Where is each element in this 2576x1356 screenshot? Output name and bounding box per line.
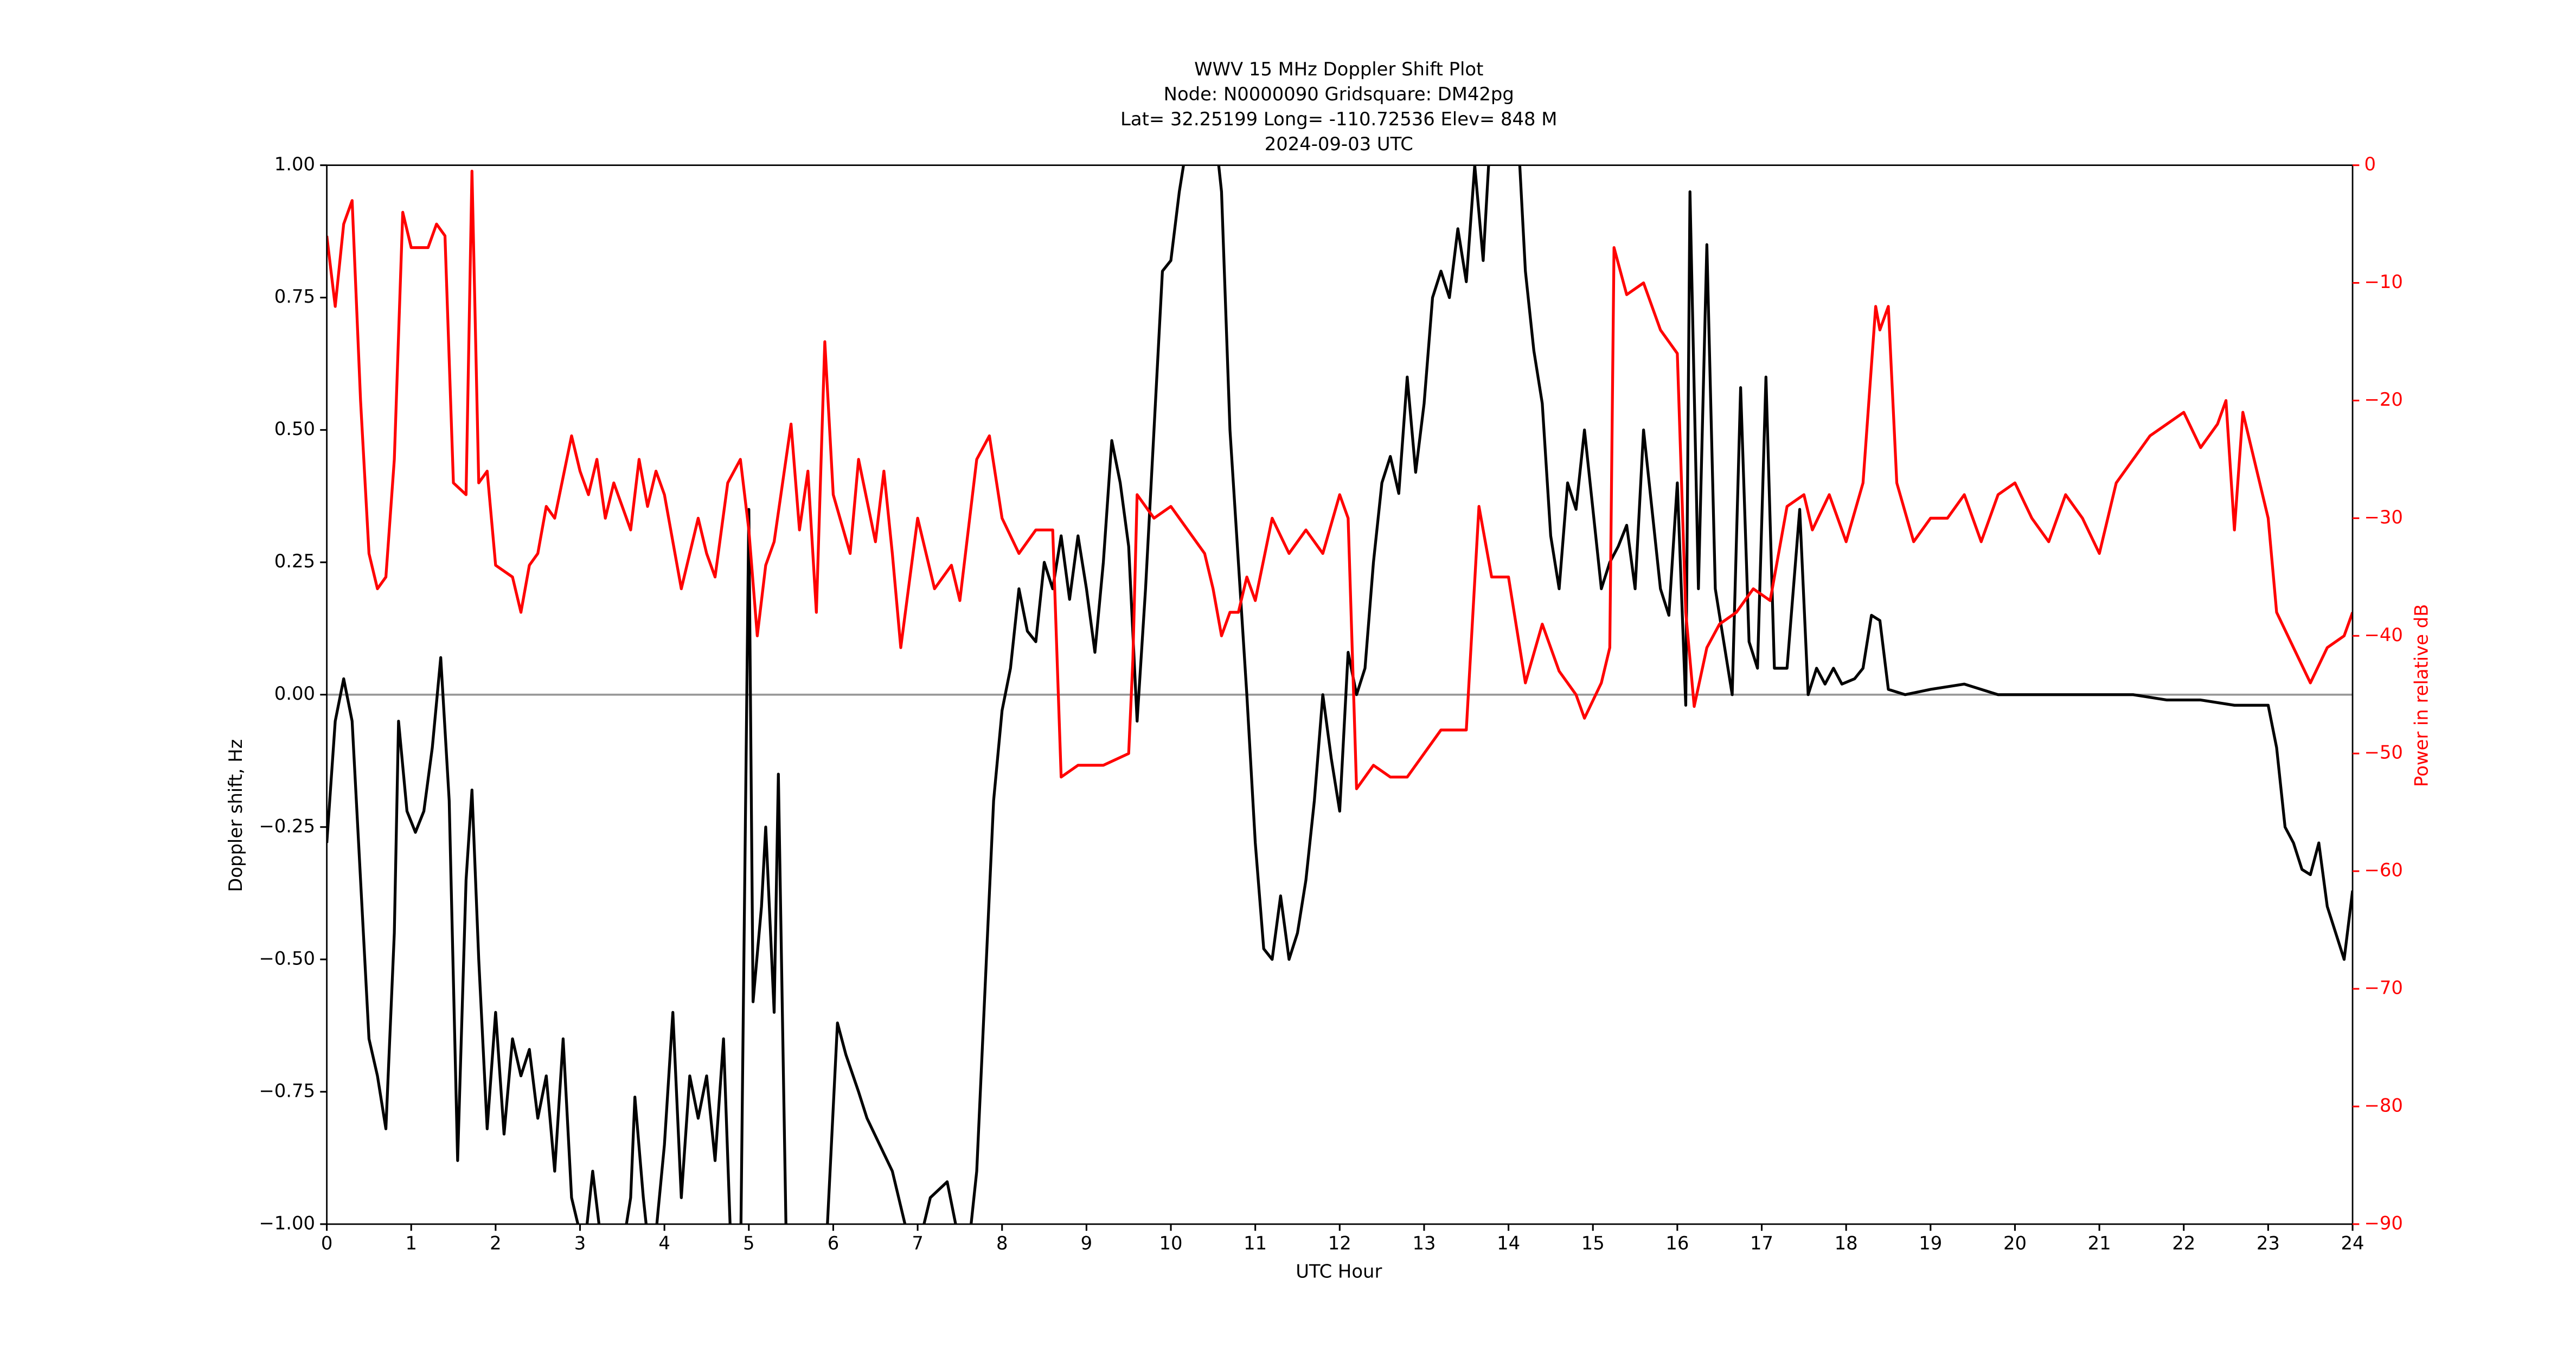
- x-tick-label: 21: [2088, 1232, 2111, 1253]
- y-tick-label: 0.75: [274, 286, 315, 307]
- x-tick-label: 15: [1581, 1232, 1605, 1253]
- x-tick-label: 14: [1497, 1232, 1520, 1253]
- y2-tick-label: −90: [2364, 1212, 2403, 1233]
- chart-title: 2024-09-03 UTC: [1265, 133, 1413, 155]
- y2-axis-label: Power in relative dB: [2411, 604, 2432, 787]
- y-axis-label: Doppler shift, Hz: [225, 739, 246, 892]
- x-tick-label: 17: [1750, 1232, 1773, 1253]
- y-tick-label: 0.25: [274, 551, 315, 572]
- y2-tick-label: −30: [2364, 507, 2403, 528]
- y2-tick-label: −20: [2364, 389, 2403, 410]
- series-line: [326, 165, 2353, 1224]
- x-tick-label: 8: [996, 1232, 1008, 1253]
- x-tick-label: 6: [828, 1232, 840, 1253]
- y2-tick-label: −80: [2364, 1095, 2403, 1116]
- x-tick-label: 22: [2172, 1232, 2195, 1253]
- chart-title: WWV 15 MHz Doppler Shift Plot: [1194, 59, 1483, 80]
- x-axis-label: UTC Hour: [1296, 1261, 1382, 1282]
- x-tick-label: 5: [743, 1232, 755, 1253]
- y2-tick-label: −10: [2364, 271, 2403, 292]
- y2-tick-label: −70: [2364, 977, 2403, 999]
- y2-tick-label: −60: [2364, 860, 2403, 881]
- y-tick-label: 0.00: [274, 683, 315, 704]
- x-tick-label: 4: [658, 1232, 670, 1253]
- y2-tick-label: 0: [2364, 153, 2376, 175]
- y-tick-label: 1.00: [274, 153, 315, 175]
- x-tick-label: 11: [1244, 1232, 1267, 1253]
- x-tick-label: 23: [2257, 1232, 2280, 1253]
- x-tick-label: 9: [1081, 1232, 1093, 1253]
- chart-title: Lat= 32.25199 Long= -110.72536 Elev= 848…: [1120, 108, 1557, 130]
- series-line: [326, 169, 2353, 790]
- plot-area: [326, 165, 2353, 1224]
- x-tick-label: 10: [1159, 1232, 1183, 1253]
- y-tick-label: −0.75: [259, 1080, 315, 1101]
- x-tick-label: 7: [912, 1232, 924, 1253]
- x-tick-label: 3: [574, 1232, 586, 1253]
- chart-title: Node: N0000090 Gridsquare: DM42pg: [1164, 84, 1514, 105]
- y-tick-label: −1.00: [259, 1212, 315, 1233]
- y2-tick-label: −50: [2364, 742, 2403, 763]
- x-tick-label: 2: [490, 1232, 502, 1253]
- x-tick-label: 19: [1919, 1232, 1942, 1253]
- y2-tick-label: −40: [2364, 624, 2403, 645]
- y-tick-label: 0.50: [274, 418, 315, 439]
- x-tick-label: 24: [2341, 1232, 2364, 1253]
- x-tick-label: 13: [1412, 1232, 1436, 1253]
- x-tick-label: 12: [1328, 1232, 1351, 1253]
- x-tick-label: 18: [1835, 1232, 1858, 1253]
- y-tick-label: −0.50: [259, 948, 315, 969]
- x-tick-label: 1: [405, 1232, 417, 1253]
- x-tick-label: 20: [2003, 1232, 2027, 1253]
- y-tick-label: −0.25: [259, 815, 315, 836]
- x-tick-label: 0: [321, 1232, 333, 1253]
- x-tick-label: 16: [1665, 1232, 1689, 1253]
